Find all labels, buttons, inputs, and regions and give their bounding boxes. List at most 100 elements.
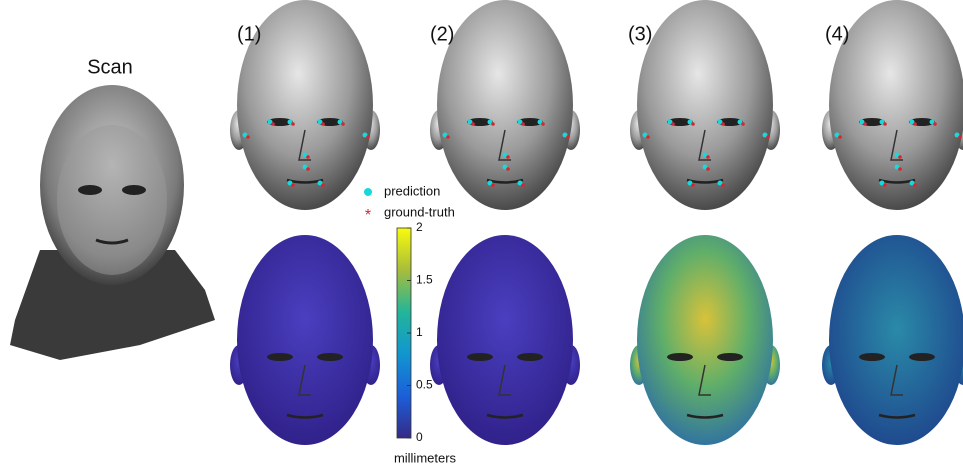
landmark xyxy=(506,167,510,171)
landmark xyxy=(502,152,508,158)
legend-label: ground-truth xyxy=(384,204,455,219)
eye xyxy=(267,353,293,361)
face-renders xyxy=(230,0,963,445)
landmark xyxy=(883,122,887,126)
landmark xyxy=(737,119,743,125)
landmark xyxy=(954,132,960,138)
face-render xyxy=(230,0,380,210)
landmark xyxy=(521,183,525,187)
landmark xyxy=(834,132,840,138)
nose xyxy=(698,364,711,396)
landmark xyxy=(909,180,915,186)
mouth xyxy=(486,413,524,419)
nose xyxy=(298,129,311,161)
legend-marker: * xyxy=(365,207,371,224)
landmark xyxy=(267,119,273,125)
landmark xyxy=(366,135,370,139)
eye xyxy=(317,353,343,361)
eye xyxy=(717,353,743,361)
landmark xyxy=(909,119,915,125)
landmark xyxy=(702,164,708,170)
landmark xyxy=(291,183,295,187)
colorbar-ticks: 0 0.5 1 1.5 2 xyxy=(407,220,433,444)
landmark xyxy=(913,122,917,126)
landmark xyxy=(958,135,962,139)
head xyxy=(437,235,573,445)
landmark xyxy=(317,119,323,125)
face-render xyxy=(630,0,780,210)
landmark xyxy=(706,167,710,171)
landmark xyxy=(894,152,900,158)
landmark xyxy=(491,122,495,126)
landmark xyxy=(341,122,345,126)
landmark xyxy=(913,183,917,187)
eye xyxy=(859,353,885,361)
landmark xyxy=(271,122,275,126)
landmark xyxy=(442,132,448,138)
landmark xyxy=(929,119,935,125)
tick-label: 2 xyxy=(416,220,423,234)
landmark xyxy=(667,119,673,125)
head xyxy=(237,235,373,445)
nose xyxy=(298,364,311,396)
landmark xyxy=(317,180,323,186)
landmark xyxy=(517,119,523,125)
nose xyxy=(890,364,903,396)
eye xyxy=(517,353,543,361)
panel-label: (3) xyxy=(628,23,652,45)
colorbar-label: millimeters xyxy=(394,450,457,465)
landmark xyxy=(521,122,525,126)
landmark xyxy=(487,180,493,186)
landmark xyxy=(883,183,887,187)
landmark xyxy=(566,135,570,139)
landmark xyxy=(306,155,310,159)
landmark xyxy=(306,167,310,171)
landmark xyxy=(506,155,510,159)
head xyxy=(637,0,773,210)
error-map xyxy=(630,235,780,445)
landmark xyxy=(537,119,543,125)
error-map xyxy=(430,235,580,445)
landmark xyxy=(706,155,710,159)
landmark xyxy=(246,135,250,139)
eye xyxy=(909,353,935,361)
eye xyxy=(467,353,493,361)
head xyxy=(437,0,573,210)
face-render xyxy=(822,0,963,210)
nose xyxy=(498,129,511,161)
landmark xyxy=(446,135,450,139)
landmark xyxy=(321,183,325,187)
tick-label: 0.5 xyxy=(416,378,433,392)
landmark xyxy=(321,122,325,126)
landmark xyxy=(687,119,693,125)
scan-image xyxy=(10,85,215,360)
landmark xyxy=(894,164,900,170)
nose xyxy=(498,364,511,396)
landmark xyxy=(717,119,723,125)
landmark xyxy=(762,132,768,138)
landmark xyxy=(562,132,568,138)
landmark xyxy=(721,122,725,126)
landmark xyxy=(687,180,693,186)
landmark xyxy=(721,183,725,187)
landmark xyxy=(646,135,650,139)
landmark xyxy=(741,122,745,126)
tick-label: 1.5 xyxy=(416,273,433,287)
landmark xyxy=(517,180,523,186)
head xyxy=(237,0,373,210)
eye xyxy=(667,353,693,361)
mouth xyxy=(878,413,916,419)
mouth xyxy=(686,413,724,419)
landmark xyxy=(362,132,368,138)
tick-label: 0 xyxy=(416,430,423,444)
landmark xyxy=(242,132,248,138)
landmark xyxy=(291,122,295,126)
landmark xyxy=(702,152,708,158)
error-map xyxy=(822,235,963,445)
landmark xyxy=(691,183,695,187)
landmark xyxy=(471,122,475,126)
landmark xyxy=(863,122,867,126)
landmark xyxy=(287,119,293,125)
landmark xyxy=(337,119,343,125)
